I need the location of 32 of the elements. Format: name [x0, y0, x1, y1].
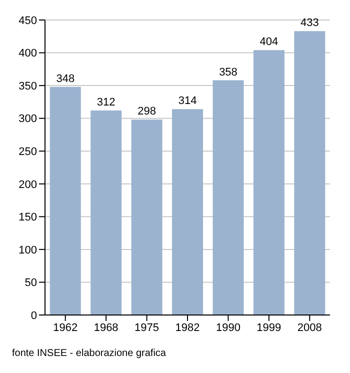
data-label: 312 — [96, 96, 116, 108]
y-tick-label: 450 — [18, 14, 37, 27]
bar — [172, 109, 204, 315]
y-tick-label: 300 — [18, 113, 37, 126]
bar — [212, 80, 244, 315]
x-tick-label: 1982 — [175, 322, 200, 334]
y-tick-label: 0 — [30, 310, 37, 322]
x-tick-label: 2008 — [297, 322, 322, 334]
x-tick-label: 1999 — [256, 322, 282, 334]
x-tick-label: 1962 — [53, 322, 78, 334]
data-label: 404 — [260, 36, 278, 48]
bar — [50, 86, 81, 315]
source-note: fonte INSEE - elaborazione grafica — [11, 348, 167, 359]
bar — [294, 31, 326, 315]
data-label: 433 — [300, 17, 319, 30]
data-label: 348 — [56, 72, 75, 85]
data-label: 358 — [219, 66, 238, 78]
y-tick-label: 200 — [18, 178, 37, 191]
y-tick-label: 150 — [18, 212, 37, 224]
y-tick-label: 100 — [18, 244, 37, 256]
x-tick-label: 1968 — [94, 322, 118, 334]
y-tick-label: 400 — [18, 48, 37, 60]
bar — [131, 120, 162, 315]
y-tick-label: 350 — [18, 80, 37, 92]
data-label: 314 — [178, 95, 197, 108]
x-tick-label: 1990 — [216, 322, 240, 334]
data-label: 298 — [138, 106, 156, 118]
bar — [90, 110, 122, 315]
bar — [253, 50, 284, 315]
y-tick-label: 250 — [18, 146, 37, 158]
x-tick-label: 1975 — [134, 322, 160, 334]
y-tick-label: 50 — [24, 277, 37, 290]
